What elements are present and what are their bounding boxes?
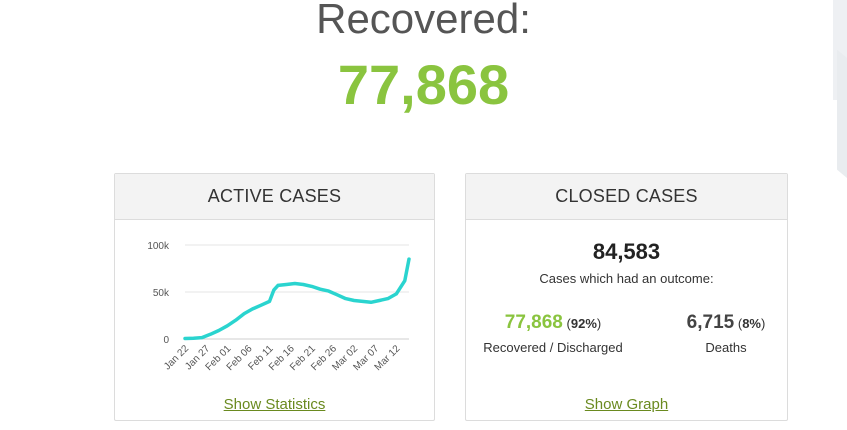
recovered-stat-label: Recovered / Discharged [483, 340, 623, 355]
recovered-count: 77,868 [337, 53, 510, 116]
y-tick-label: 0 [163, 335, 169, 346]
active-cases-chart: 0 50k 100k Jan 22 Jan 27 Feb 01 Feb 06 Feb 11 Fe… [115, 220, 434, 380]
show-statistics-link[interactable]: Show Statistics [223, 396, 326, 413]
closed-cases-panel: CLOSED CASES 84,583 Cases which had an o… [465, 173, 788, 421]
recovered-stat: 77,868 (92%) Recovered / Discharged [478, 312, 628, 355]
deaths-percent: 8% [742, 316, 761, 331]
deaths-pct-close: ) [760, 316, 766, 331]
closed-cases-title: CLOSED CASES [466, 174, 787, 220]
active-cases-title: ACTIVE CASES [115, 174, 434, 220]
recovered-stat-value: 77,868 [504, 312, 563, 333]
active-cases-series-line [183, 257, 411, 341]
show-graph-link[interactable]: Show Graph [584, 396, 669, 413]
y-tick-label: 100k [147, 241, 170, 252]
deaths-stat-label: Deaths [705, 340, 747, 355]
recovered-pct-close: ) [596, 316, 602, 331]
y-tick-label: 50k [153, 288, 170, 299]
deaths-pct-open: ( [737, 316, 743, 331]
recovered-heading: Recovered: [316, 0, 531, 42]
recovered-stat-line: 77,868 (92%) [478, 312, 628, 334]
deaths-stat-value: 6,715 [686, 312, 735, 333]
deaths-stat-line: 6,715 (8%) [671, 312, 781, 334]
deaths-stat: 6,715 (8%) Deaths [671, 312, 781, 355]
page-edge-decoration [833, 0, 847, 100]
closed-cases-description: Cases which had an outcome: [539, 271, 714, 286]
recovered-pct-open: ( [566, 316, 571, 331]
closed-cases-total: 84,583 [592, 239, 661, 264]
active-cases-panel: ACTIVE CASES 0 50k 100k Jan 22 Jan 27 Feb 01 F… [114, 173, 435, 421]
recovered-percent: 92% [570, 316, 597, 331]
